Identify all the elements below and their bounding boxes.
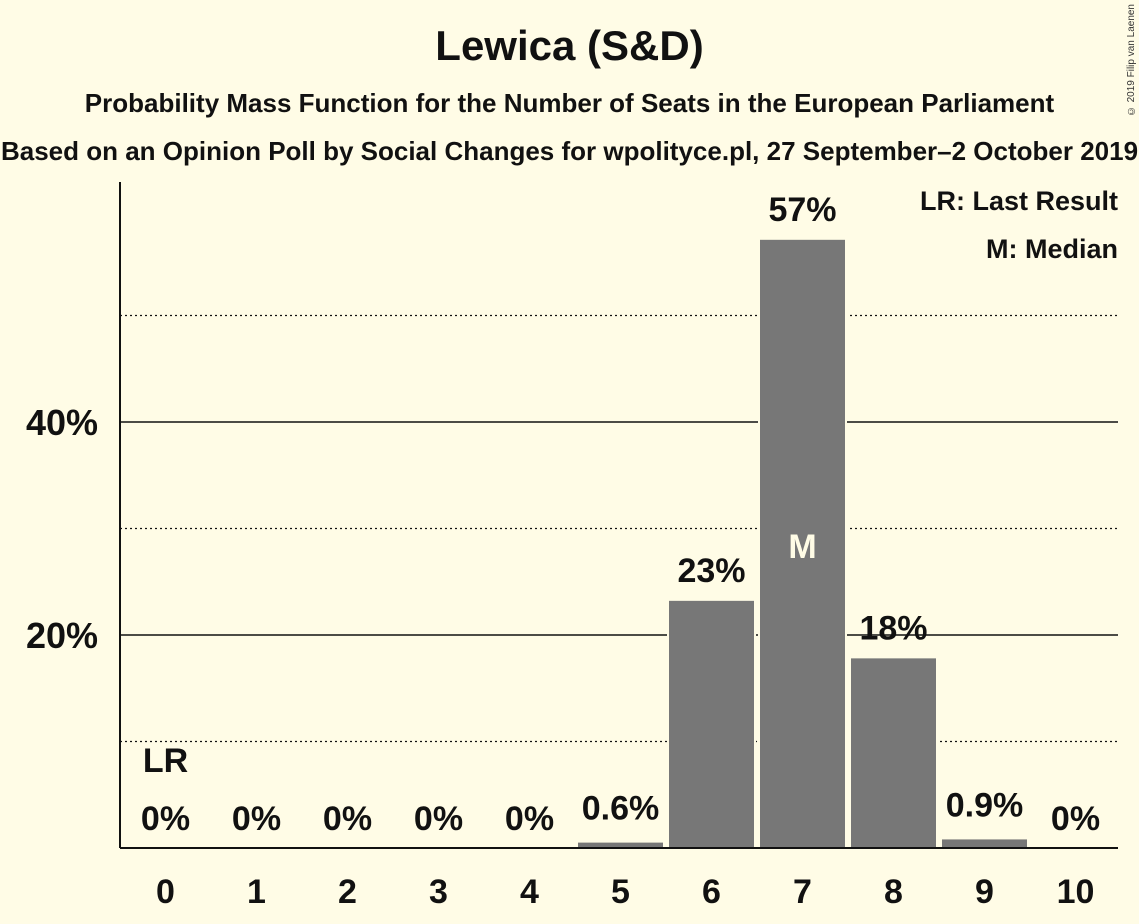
median-marker: M (788, 528, 816, 566)
x-tick-label-7: 7 (793, 873, 812, 911)
x-tick-label-3: 3 (429, 873, 448, 911)
axes: 20% 40% 0 1 2 3 4 5 6 7 8 9 10 (26, 182, 1118, 911)
last-result-marker: LR (143, 742, 188, 780)
x-tick-label-8: 8 (884, 873, 903, 911)
value-label-10: 0% (1051, 800, 1100, 838)
value-label-5: 0.6% (582, 790, 660, 828)
gridlines (120, 314, 1118, 743)
value-label-7: 57% (768, 191, 836, 229)
chart-title: Lewica (S&D) (435, 22, 704, 69)
value-label-0: 0% (141, 800, 190, 838)
value-label-6: 23% (677, 552, 745, 590)
value-label-2: 0% (323, 800, 372, 838)
value-label-1: 0% (232, 800, 281, 838)
x-tick-label-10: 10 (1057, 873, 1095, 911)
x-tick-label-5: 5 (611, 873, 630, 911)
value-label-4: 0% (505, 800, 554, 838)
chart-subtitle: Probability Mass Function for the Number… (84, 88, 1055, 118)
value-label-9: 0.9% (946, 786, 1024, 824)
legend-median: M: Median (986, 234, 1118, 264)
data-labels: 0% LR 0% 0% 0% 0% 0.6% 23% 57% M 18% 0.9% 0% (141, 191, 1100, 838)
legend-last-result: LR: Last Result (920, 186, 1118, 216)
chart-source-line: Based on an Opinion Poll by Social Chang… (0, 136, 1139, 166)
bar-8 (849, 656, 938, 849)
x-tick-label-9: 9 (975, 873, 994, 911)
y-tick-label-40: 40% (26, 402, 98, 443)
bars (576, 237, 1029, 849)
y-tick-label-20: 20% (26, 615, 98, 656)
bar-7 (758, 237, 847, 849)
value-label-8: 18% (859, 609, 927, 647)
x-tick-label-2: 2 (338, 873, 357, 911)
value-label-3: 0% (414, 800, 463, 838)
x-tick-label-0: 0 (156, 873, 175, 911)
x-tick-label-4: 4 (520, 873, 539, 911)
bar-6 (667, 598, 756, 849)
bar-9 (940, 837, 1029, 849)
x-tick-label-6: 6 (702, 873, 721, 911)
x-tick-label-1: 1 (247, 873, 266, 911)
